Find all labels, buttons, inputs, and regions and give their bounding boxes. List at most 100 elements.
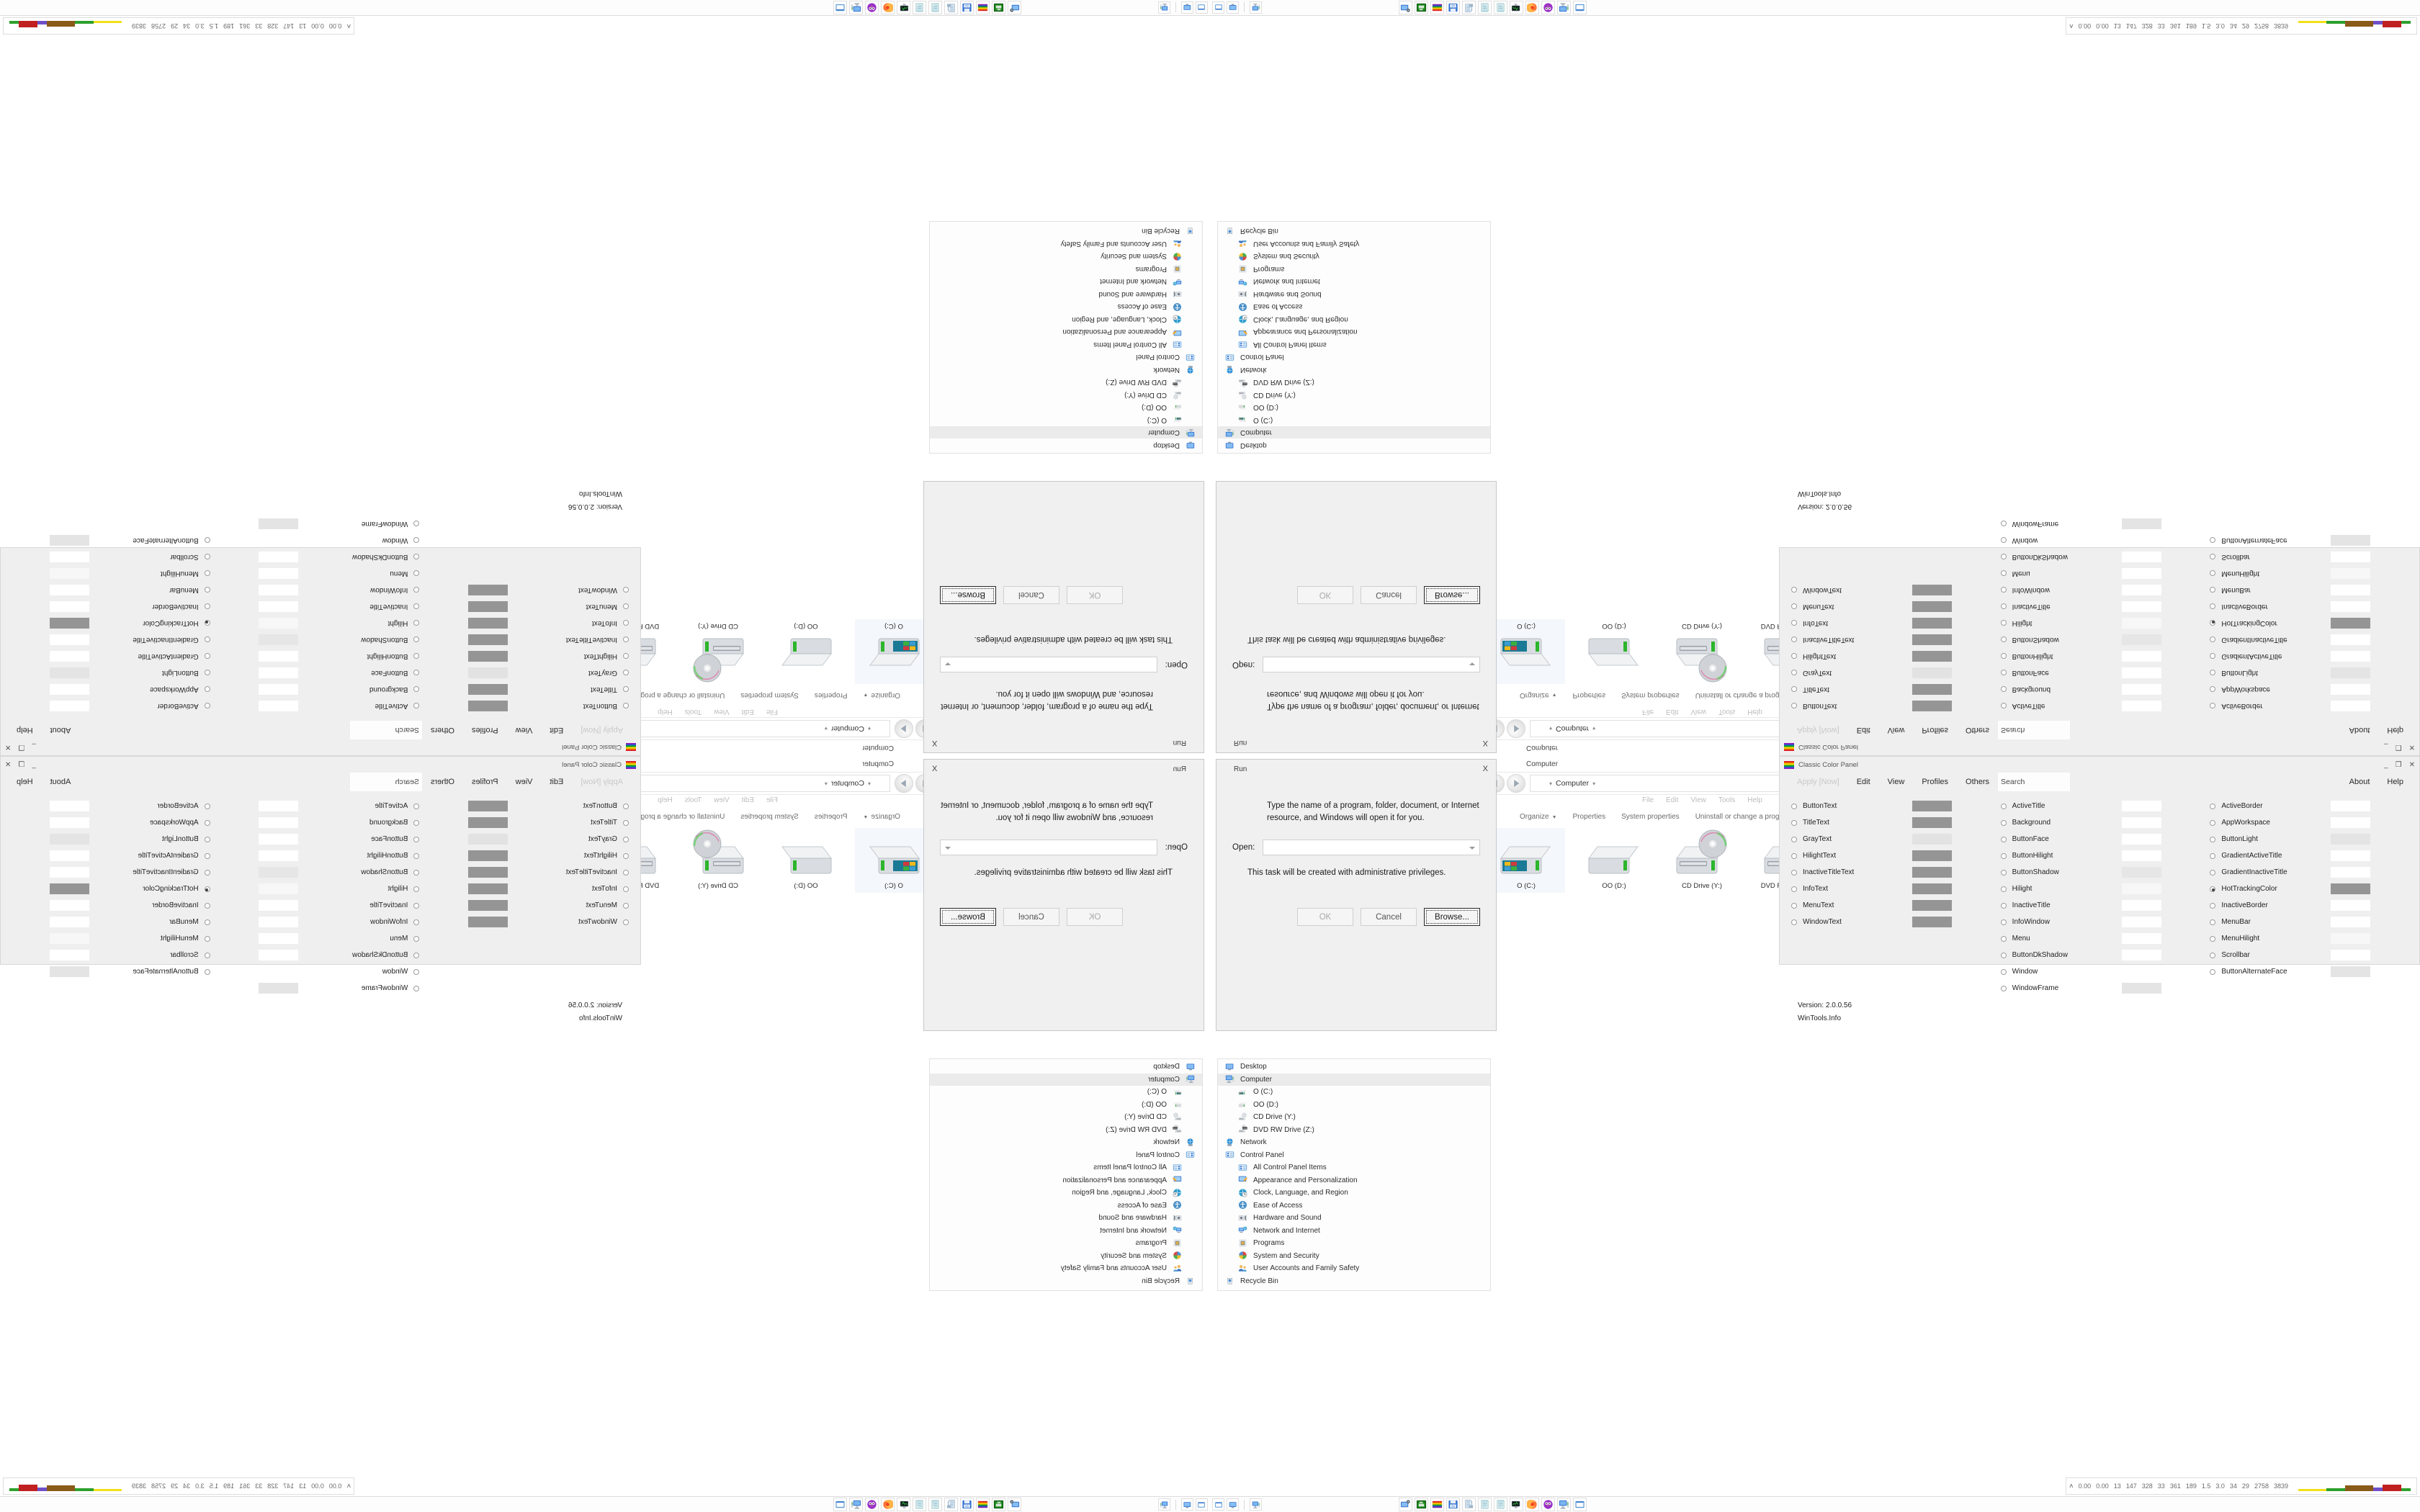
- tree-item[interactable]: Clock, Language, and Region: [1218, 1187, 1490, 1200]
- rainbow-color-panel-icon[interactable]: [976, 1498, 990, 1511]
- color-entry-radio[interactable]: [413, 935, 420, 942]
- color-entry[interactable]: WindowText: [1791, 582, 2001, 598]
- color-entry[interactable]: AppWorkspace: [2210, 814, 2419, 831]
- color-swatch[interactable]: [49, 883, 89, 894]
- floppy64-icon[interactable]: 64: [1446, 1, 1460, 14]
- color-swatch[interactable]: [2331, 651, 2371, 662]
- color-swatch[interactable]: [49, 817, 89, 828]
- color-swatch[interactable]: [2121, 917, 2161, 927]
- menu-view[interactable]: View: [1690, 708, 1706, 716]
- tree-item[interactable]: Recycle Bin: [1218, 225, 1490, 238]
- color-entry[interactable]: InactiveBorder: [2210, 897, 2419, 914]
- color-entry[interactable]: InfoWindow: [2000, 582, 2210, 598]
- color-swatch[interactable]: [468, 585, 508, 595]
- color-entry-radio[interactable]: [204, 587, 210, 593]
- tree-item[interactable]: Programs: [930, 263, 1202, 276]
- tree-item[interactable]: Hardware and Sound: [930, 1212, 1202, 1225]
- notepad-icon[interactable]: [913, 1, 926, 14]
- color-entry[interactable]: MenuText: [419, 897, 629, 914]
- color-swatch[interactable]: [49, 801, 89, 811]
- color-entry-radio[interactable]: [2210, 952, 2216, 958]
- menu-view[interactable]: View: [1690, 796, 1706, 804]
- menu-profiles[interactable]: Profiles: [471, 726, 498, 734]
- color-swatch[interactable]: [49, 834, 89, 845]
- color-entry-radio[interactable]: [2000, 935, 2007, 942]
- menu-tools[interactable]: Tools: [684, 796, 702, 804]
- tree-item[interactable]: Network and Internet: [930, 275, 1202, 288]
- color-swatch[interactable]: [259, 801, 299, 811]
- close-button[interactable]: ✕: [2408, 743, 2415, 752]
- color-entry[interactable]: ButtonHilight: [210, 648, 420, 665]
- color-swatch[interactable]: [2121, 552, 2161, 562]
- color-entry-radio[interactable]: [1791, 636, 1797, 643]
- tree-item[interactable]: Desktop: [930, 439, 1202, 452]
- color-swatch[interactable]: [2331, 933, 2371, 944]
- color-swatch[interactable]: [259, 850, 299, 861]
- color-entry-radio[interactable]: [204, 819, 210, 826]
- drive-item[interactable]: O (C:): [855, 619, 933, 684]
- color-entry-radio[interactable]: [2000, 703, 2007, 709]
- rainbow-color-panel-icon[interactable]: [1430, 1, 1444, 14]
- menu-about[interactable]: About: [50, 778, 71, 786]
- color-swatch[interactable]: [468, 684, 508, 695]
- site-label[interactable]: WinTools.Info: [578, 490, 622, 498]
- color-swatch[interactable]: [259, 701, 299, 711]
- color-entry-radio[interactable]: [2000, 836, 2007, 842]
- tree-item[interactable]: Control Panel: [1218, 1149, 1490, 1162]
- color-entry-radio[interactable]: [204, 537, 210, 544]
- color-entry[interactable]: ButtonHilight: [2000, 847, 2210, 864]
- color-swatch[interactable]: [259, 535, 299, 546]
- tree-item[interactable]: Network and Internet: [930, 1225, 1202, 1238]
- tree-item[interactable]: Programs: [1218, 263, 1490, 276]
- color-swatch[interactable]: [2331, 585, 2371, 595]
- menu-help[interactable]: Help: [658, 708, 673, 716]
- purple-owl-icon[interactable]: [1541, 1498, 1555, 1511]
- color-swatch[interactable]: [1912, 618, 1952, 629]
- search-input[interactable]: Search: [349, 721, 422, 739]
- color-entry-radio[interactable]: [2210, 554, 2216, 560]
- color-entry-radio[interactable]: [2000, 919, 2007, 925]
- organize-button[interactable]: Organize▼: [863, 691, 900, 700]
- color-entry-radio[interactable]: [2210, 869, 2216, 876]
- color-entry-radio[interactable]: [2210, 803, 2216, 809]
- cancel-button[interactable]: Cancel: [1003, 908, 1059, 927]
- breadcrumb-computer[interactable]: Computer: [830, 724, 864, 733]
- color-entry[interactable]: Hilight: [2000, 881, 2210, 897]
- color-swatch[interactable]: [468, 601, 508, 612]
- color-entry-radio[interactable]: [413, 653, 420, 660]
- purple-owl-icon[interactable]: [865, 1, 879, 14]
- drive-item[interactable]: CD Drive (Y:): [679, 619, 757, 684]
- minimize-button[interactable]: _: [32, 743, 36, 752]
- color-entry-radio[interactable]: [2210, 537, 2216, 544]
- system-monitor-icon[interactable]: [1510, 1498, 1523, 1511]
- color-entry[interactable]: InactiveBorder: [1, 598, 210, 615]
- color-entry-radio[interactable]: [2000, 554, 2007, 560]
- tree-item[interactable]: Programs: [930, 1237, 1202, 1250]
- color-entry[interactable]: ButtonLight: [2210, 831, 2419, 847]
- breadcrumb-computer[interactable]: Computer: [1556, 779, 1590, 788]
- tree-item[interactable]: Desktop: [1218, 439, 1490, 452]
- color-swatch[interactable]: [259, 917, 299, 927]
- tree-item[interactable]: Desktop: [930, 1061, 1202, 1074]
- explorer-tab[interactable]: Computer: [862, 756, 908, 772]
- tree-item[interactable]: All Control Panel Items: [930, 338, 1202, 351]
- chevron-down-icon[interactable]: ▾: [1592, 725, 1596, 732]
- color-entry[interactable]: InfoText: [1791, 881, 2001, 897]
- computer-icon[interactable]: [849, 1, 863, 14]
- tree-item[interactable]: Network and Internet: [1218, 275, 1490, 288]
- color-entry-radio[interactable]: [2210, 603, 2216, 610]
- menu-view[interactable]: View: [714, 708, 730, 716]
- color-entry[interactable]: AppWorkspace: [2210, 681, 2419, 698]
- color-entry-radio[interactable]: [413, 537, 420, 544]
- color-swatch[interactable]: [468, 651, 508, 662]
- color-entry[interactable]: WindowFrame: [2000, 980, 2210, 996]
- color-entry[interactable]: ButtonLight: [1, 831, 210, 847]
- color-entry[interactable]: ButtonFace: [2000, 665, 2210, 681]
- color-swatch[interactable]: [2121, 518, 2161, 529]
- color-entry-radio[interactable]: [204, 968, 210, 975]
- color-entry-radio[interactable]: [2000, 869, 2007, 876]
- color-entry[interactable]: ButtonHilight: [2000, 648, 2210, 665]
- color-entry[interactable]: InfoText: [419, 881, 629, 897]
- tree-item[interactable]: Computer: [1218, 1073, 1490, 1086]
- color-entry-radio[interactable]: [204, 670, 210, 676]
